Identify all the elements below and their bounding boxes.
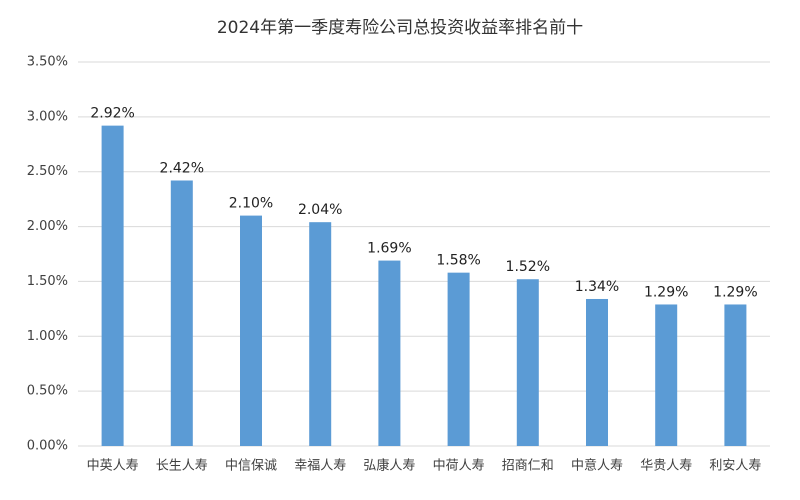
y-tick-label: 2.50% (27, 164, 68, 179)
bar (447, 272, 470, 446)
x-tick-label: 幸福人寿 (294, 459, 346, 474)
bar (586, 298, 608, 446)
y-tick-label: 1.50% (27, 274, 68, 289)
x-tick-label: 利安人寿 (709, 459, 761, 474)
x-tick-label: 长生人寿 (156, 459, 208, 474)
y-tick-label: 0.00% (27, 439, 68, 454)
data-label: 1.29% (644, 284, 688, 300)
data-label: 2.42% (160, 160, 204, 176)
bar (101, 125, 124, 447)
data-label: 1.34% (575, 279, 619, 295)
bar (516, 279, 539, 446)
y-tick-label: 2.00% (27, 219, 68, 234)
bar (655, 304, 678, 446)
x-tick-label: 中意人寿 (571, 458, 623, 474)
x-tick-label: 中荷人寿 (433, 459, 485, 474)
x-tick-label: 招商仁和 (502, 459, 554, 474)
bar (378, 260, 401, 446)
bar (724, 304, 747, 446)
data-label: 2.92% (90, 106, 134, 122)
y-tick-label: 0.50% (27, 384, 68, 399)
x-tick-label: 中信保诚 (225, 459, 277, 474)
x-tick-label: 弘康人寿 (363, 458, 415, 474)
data-label: 1.52% (506, 259, 550, 275)
data-label: 2.04% (298, 202, 342, 218)
x-tick-label: 中英人寿 (87, 459, 139, 474)
data-label: 1.69% (367, 241, 411, 257)
y-tick-label: 1.00% (27, 329, 68, 344)
data-label: 2.10% (229, 196, 273, 212)
y-tick-label: 3.00% (27, 109, 68, 124)
data-label: 1.29% (713, 284, 757, 300)
bar (309, 222, 332, 446)
data-label: 1.58% (436, 253, 480, 269)
chart-title: 2024年第一季度寿险公司总投资收益率排名前十 (217, 18, 583, 38)
bar (170, 180, 193, 446)
y-tick-label: 3.50% (27, 55, 68, 70)
x-tick-label: 华贵人寿 (640, 459, 692, 474)
bar (240, 215, 262, 446)
